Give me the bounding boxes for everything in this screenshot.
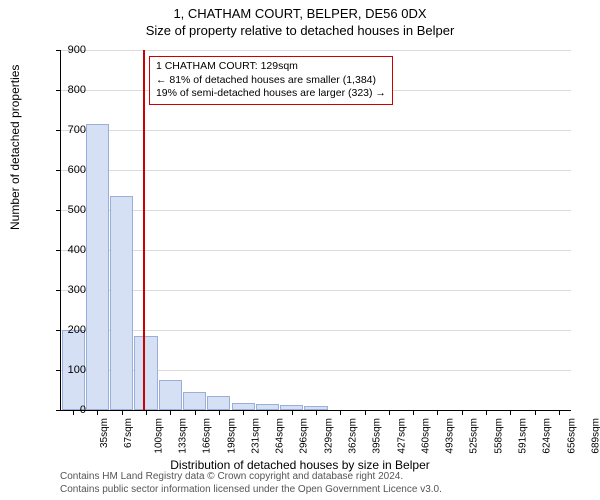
xtick-label: 525sqm (469, 418, 480, 454)
xtick-mark (340, 410, 341, 415)
xtick-label: 427sqm (396, 418, 407, 454)
histogram-bar (159, 380, 182, 410)
xtick-label: 231sqm (250, 418, 261, 454)
ytick-label: 200 (56, 324, 86, 336)
xtick-mark (97, 410, 98, 415)
xtick-label: 689sqm (590, 418, 600, 454)
xtick-mark (195, 410, 196, 415)
xtick-mark (170, 410, 171, 415)
annotation-line: ← 81% of detached houses are smaller (1,… (156, 74, 386, 88)
footer-line1: Contains HM Land Registry data © Crown c… (60, 470, 442, 483)
histogram-bar (134, 336, 157, 410)
xtick-label: 558sqm (493, 418, 504, 454)
xtick-mark (559, 410, 560, 415)
xtick-label: 264sqm (275, 418, 286, 454)
gridline (61, 130, 571, 131)
gridline (61, 170, 571, 171)
xtick-mark (219, 410, 220, 415)
xtick-label: 656sqm (566, 418, 577, 454)
xtick-mark (510, 410, 511, 415)
title-address: 1, CHATHAM COURT, BELPER, DE56 0DX (0, 0, 600, 21)
xtick-label: 296sqm (299, 418, 310, 454)
ytick-label: 700 (56, 124, 86, 136)
gridline (61, 250, 571, 251)
y-axis-label: Number of detached properties (8, 65, 22, 230)
footer-attribution: Contains HM Land Registry data © Crown c… (60, 470, 442, 496)
xtick-label: 493sqm (445, 418, 456, 454)
marker-line (143, 50, 145, 410)
xtick-label: 67sqm (123, 418, 134, 448)
xtick-mark (292, 410, 293, 415)
xtick-mark (146, 410, 147, 415)
annotation-line: 19% of semi-detached houses are larger (… (156, 87, 386, 101)
ytick-label: 400 (56, 244, 86, 256)
xtick-mark (535, 410, 536, 415)
ytick-label: 800 (56, 84, 86, 96)
xtick-label: 198sqm (226, 418, 237, 454)
xtick-label: 395sqm (372, 418, 383, 454)
xtick-label: 362sqm (348, 418, 359, 454)
histogram-bar (183, 392, 206, 410)
ytick-label: 300 (56, 284, 86, 296)
histogram-bar (110, 196, 133, 410)
ytick-label: 500 (56, 204, 86, 216)
ytick-label: 900 (56, 44, 86, 56)
ytick-label: 600 (56, 164, 86, 176)
xtick-mark (486, 410, 487, 415)
xtick-label: 460sqm (420, 418, 431, 454)
gridline (61, 50, 571, 51)
xtick-mark (267, 410, 268, 415)
xtick-label: 35sqm (99, 418, 110, 448)
xtick-mark (316, 410, 317, 415)
xtick-mark (462, 410, 463, 415)
xtick-label: 133sqm (178, 418, 189, 454)
gridline (61, 210, 571, 211)
gridline (61, 290, 571, 291)
xtick-mark (365, 410, 366, 415)
xtick-mark (243, 410, 244, 415)
histogram-bar (86, 124, 109, 410)
xtick-label: 329sqm (323, 418, 334, 454)
histogram-bar (207, 396, 230, 410)
ytick-label: 0 (56, 404, 86, 416)
ytick-label: 100 (56, 364, 86, 376)
xtick-mark (389, 410, 390, 415)
xtick-label: 624sqm (542, 418, 553, 454)
annotation-line: 1 CHATHAM COURT: 129sqm (156, 60, 386, 74)
histogram-bar (232, 403, 255, 410)
xtick-mark (413, 410, 414, 415)
xtick-label: 591sqm (518, 418, 529, 454)
xtick-mark (437, 410, 438, 415)
footer-line2: Contains public sector information licen… (60, 483, 442, 496)
xtick-label: 166sqm (202, 418, 213, 454)
xtick-mark (122, 410, 123, 415)
title-subtitle: Size of property relative to detached ho… (0, 21, 600, 38)
xtick-label: 100sqm (153, 418, 164, 454)
annotation-box: 1 CHATHAM COURT: 129sqm← 81% of detached… (149, 56, 393, 105)
chart-plot-area: 1 CHATHAM COURT: 129sqm← 81% of detached… (60, 50, 571, 411)
gridline (61, 330, 571, 331)
